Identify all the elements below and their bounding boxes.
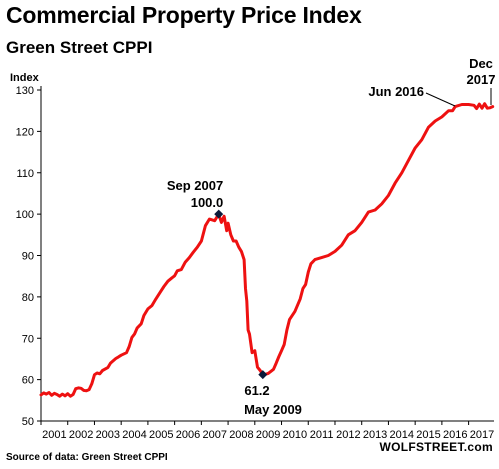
- x-tick-label: 2008: [229, 429, 253, 441]
- y-tick-label: 120: [16, 126, 34, 138]
- x-tick-label: 2011: [310, 429, 334, 441]
- y-tick-label: 70: [22, 333, 34, 345]
- x-tick-label: 2009: [256, 429, 280, 441]
- x-tick-label: 2006: [176, 429, 200, 441]
- y-tick-label: 90: [22, 251, 34, 263]
- brand-label: WOLFSTREET.com: [379, 440, 493, 454]
- x-tick-label: 2005: [149, 429, 173, 441]
- y-tick-label: 50: [22, 416, 34, 428]
- annotation-label: Dec: [469, 56, 493, 71]
- x-tick-label: 2002: [69, 429, 93, 441]
- x-tick-label: 2007: [202, 429, 226, 441]
- source-note: Source of data: Green Street CPPI: [6, 452, 168, 463]
- annotation-label: May 2009: [244, 402, 302, 417]
- annotation-label: 2017: [467, 72, 496, 87]
- y-tick-label: 80: [22, 292, 34, 304]
- annotation-label: 61.2: [244, 383, 269, 398]
- y-tick-label: 60: [22, 375, 34, 387]
- series-line: [41, 104, 493, 397]
- x-tick-label: 2003: [96, 429, 120, 441]
- series-line-group: [41, 104, 493, 397]
- x-tick-label: 2004: [122, 429, 146, 441]
- annotation-label: 100.0: [191, 195, 224, 210]
- x-tick-label: 2001: [42, 429, 66, 441]
- y-tick-label: 130: [16, 85, 34, 97]
- y-tick-label: 100: [16, 209, 34, 221]
- leader-line: [426, 93, 455, 106]
- x-tick-label: 2010: [283, 429, 307, 441]
- marker-group: [214, 210, 267, 380]
- x-tick-label: 2012: [336, 429, 360, 441]
- annotation-label: Sep 2007: [167, 178, 223, 193]
- annotation-label: Jun 2016: [368, 84, 424, 99]
- y-tick-label: 110: [16, 168, 34, 180]
